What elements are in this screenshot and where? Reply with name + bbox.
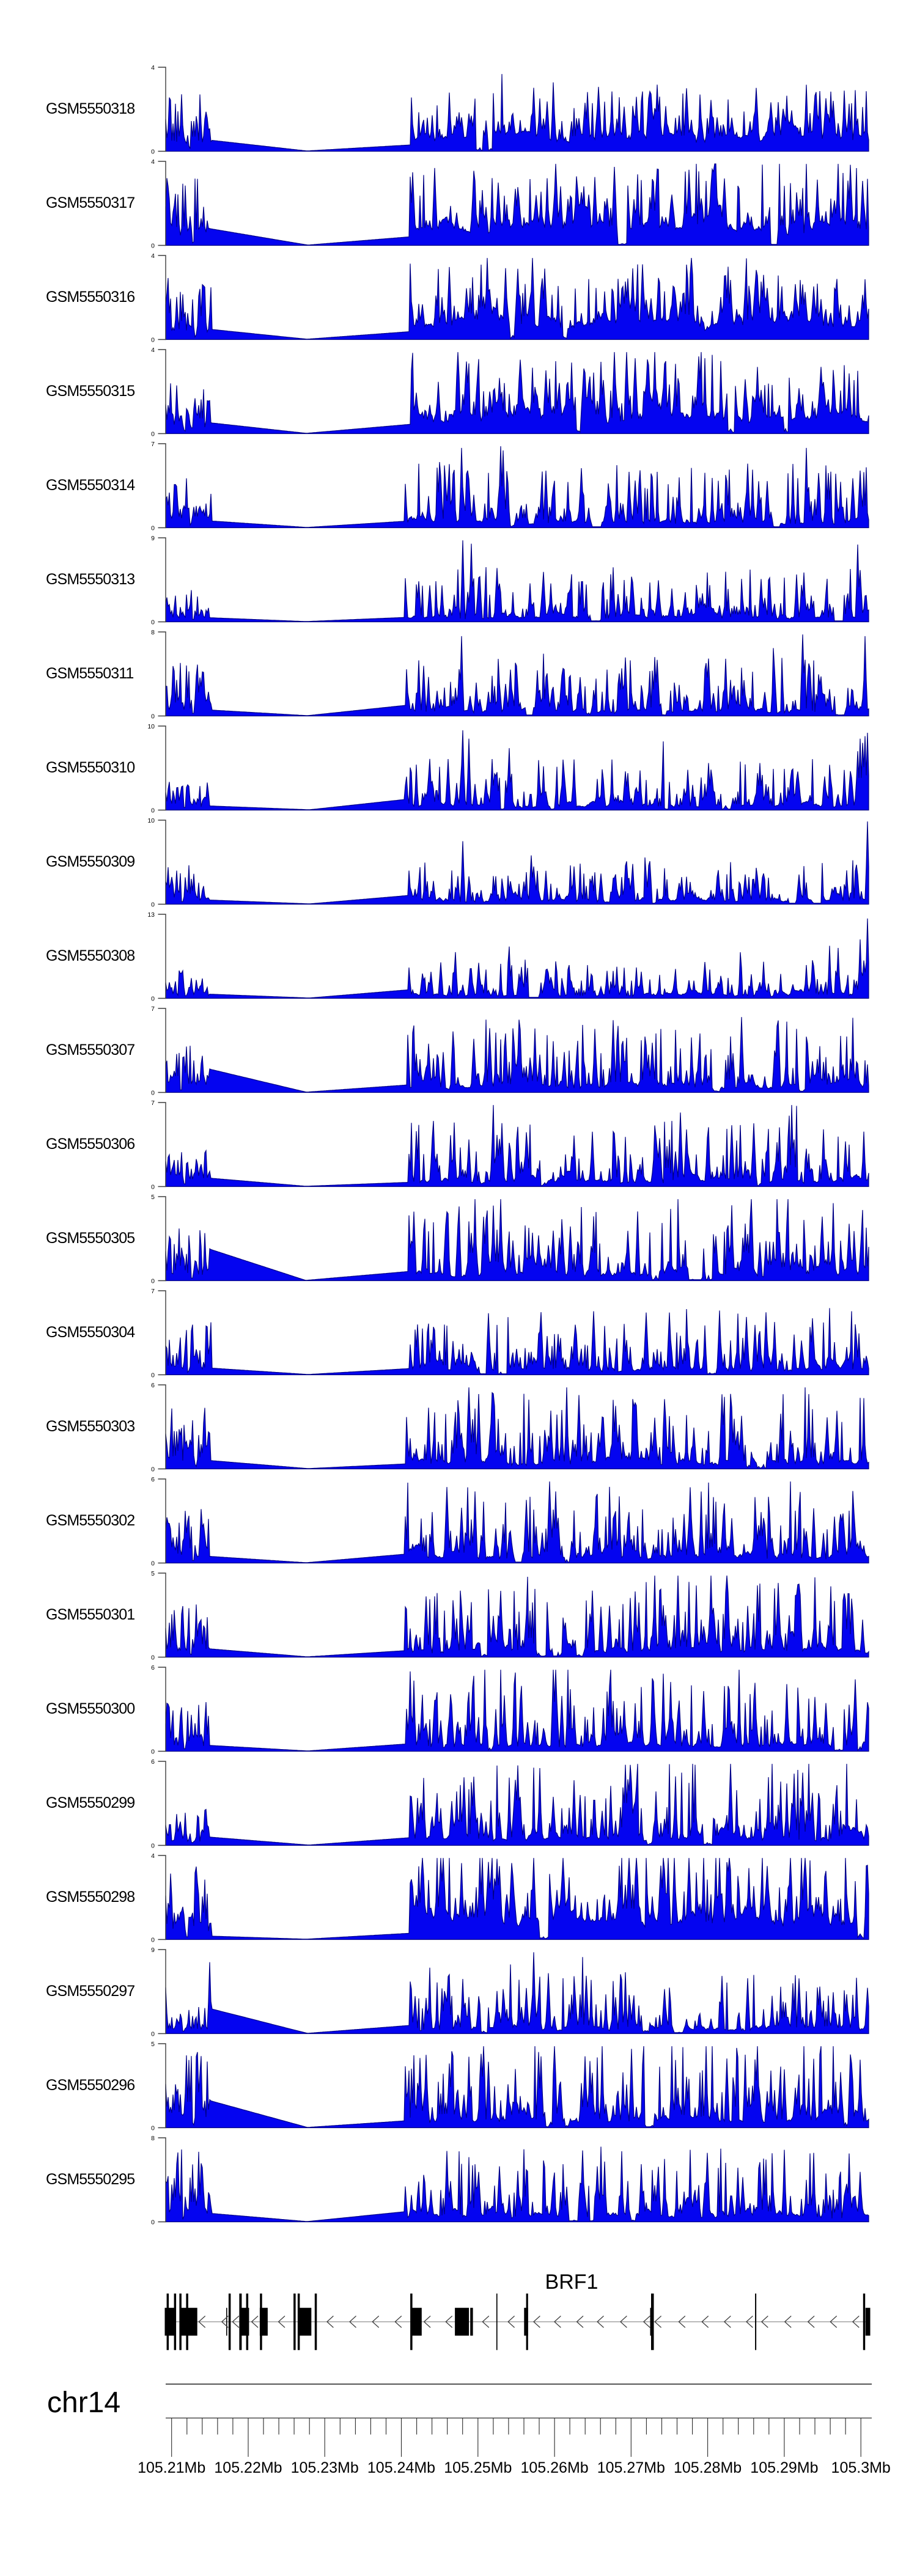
svg-text:GSM5550315: GSM5550315 — [46, 383, 134, 400]
svg-text:0: 0 — [151, 1560, 155, 1567]
svg-text:0: 0 — [151, 2124, 155, 2132]
svg-text:6: 6 — [151, 1476, 155, 1483]
svg-text:GSM5550299: GSM5550299 — [46, 1794, 134, 1811]
svg-text:0: 0 — [151, 1277, 155, 1285]
svg-text:0: 0 — [151, 148, 155, 155]
svg-text:BRF1: BRF1 — [545, 2270, 598, 2294]
svg-text:4: 4 — [151, 1852, 155, 1860]
svg-text:105.23Mb: 105.23Mb — [291, 2459, 359, 2476]
svg-text:GSM5550298: GSM5550298 — [46, 1888, 134, 1906]
svg-text:0: 0 — [151, 1936, 155, 1943]
svg-text:GSM5550313: GSM5550313 — [46, 571, 134, 588]
svg-text:0: 0 — [151, 2030, 155, 2038]
svg-text:GSM5550318: GSM5550318 — [46, 100, 134, 117]
svg-text:0: 0 — [151, 618, 155, 626]
svg-text:GSM5550306: GSM5550306 — [46, 1136, 134, 1153]
svg-text:GSM5550309: GSM5550309 — [46, 853, 134, 870]
svg-text:9: 9 — [151, 535, 155, 542]
svg-text:GSM5550317: GSM5550317 — [46, 194, 134, 211]
svg-text:0: 0 — [151, 242, 155, 249]
svg-text:0: 0 — [151, 524, 155, 532]
svg-text:105.22Mb: 105.22Mb — [214, 2459, 282, 2476]
svg-text:8: 8 — [151, 629, 155, 636]
svg-text:4: 4 — [151, 158, 155, 166]
svg-text:105.24Mb: 105.24Mb — [367, 2459, 435, 2476]
svg-text:GSM5550301: GSM5550301 — [46, 1606, 134, 1623]
svg-text:105.29Mb: 105.29Mb — [750, 2459, 818, 2476]
svg-text:0: 0 — [151, 1371, 155, 1379]
svg-text:0: 0 — [151, 807, 155, 814]
svg-text:13: 13 — [147, 911, 155, 919]
svg-text:GSM5550303: GSM5550303 — [46, 1418, 134, 1435]
svg-text:GSM5550308: GSM5550308 — [46, 947, 134, 964]
svg-text:4: 4 — [151, 64, 155, 72]
svg-text:0: 0 — [151, 1089, 155, 1096]
svg-text:GSM5550311: GSM5550311 — [46, 665, 133, 682]
svg-text:105.21Mb: 105.21Mb — [138, 2459, 205, 2476]
svg-text:0: 0 — [151, 713, 155, 720]
svg-text:8: 8 — [151, 2135, 155, 2142]
svg-text:9: 9 — [151, 1947, 155, 1954]
svg-text:7: 7 — [151, 1005, 155, 1013]
svg-text:0: 0 — [151, 995, 155, 1002]
svg-text:7: 7 — [151, 1099, 155, 1107]
svg-text:chr14: chr14 — [47, 2387, 120, 2419]
svg-text:GSM5550297: GSM5550297 — [46, 1983, 134, 2000]
svg-text:GSM5550302: GSM5550302 — [46, 1512, 134, 1529]
svg-text:0: 0 — [151, 1654, 155, 1661]
svg-text:5: 5 — [151, 1570, 155, 1577]
svg-text:GSM5550316: GSM5550316 — [46, 288, 134, 306]
svg-text:GSM5550310: GSM5550310 — [46, 759, 134, 776]
svg-text:0: 0 — [151, 901, 155, 908]
svg-text:0: 0 — [151, 1466, 155, 1473]
svg-text:5: 5 — [151, 1194, 155, 1201]
svg-text:GSM5550314: GSM5550314 — [46, 477, 135, 494]
svg-text:GSM5550296: GSM5550296 — [46, 2077, 134, 2094]
svg-text:0: 0 — [151, 1183, 155, 1191]
svg-text:0: 0 — [151, 1842, 155, 1849]
svg-text:6: 6 — [151, 1664, 155, 1671]
svg-text:GSM5550300: GSM5550300 — [46, 1700, 134, 1717]
svg-text:0: 0 — [151, 1748, 155, 1755]
svg-text:105.25Mb: 105.25Mb — [444, 2459, 512, 2476]
svg-text:105.26Mb: 105.26Mb — [520, 2459, 588, 2476]
svg-text:0: 0 — [151, 430, 155, 438]
svg-text:10: 10 — [147, 817, 155, 824]
svg-text:5: 5 — [151, 2041, 155, 2048]
svg-text:105.28Mb: 105.28Mb — [674, 2459, 742, 2476]
svg-text:6: 6 — [151, 1382, 155, 1389]
svg-text:4: 4 — [151, 347, 155, 354]
svg-text:GSM5550295: GSM5550295 — [46, 2171, 134, 2188]
svg-text:0: 0 — [151, 2218, 155, 2226]
svg-text:4: 4 — [151, 252, 155, 260]
svg-text:7: 7 — [151, 441, 155, 448]
svg-text:105.27Mb: 105.27Mb — [597, 2459, 665, 2476]
svg-text:6: 6 — [151, 1758, 155, 1766]
svg-text:GSM5550307: GSM5550307 — [46, 1041, 134, 1059]
svg-text:7: 7 — [151, 1288, 155, 1295]
svg-text:0: 0 — [151, 336, 155, 343]
svg-text:GSM5550304: GSM5550304 — [46, 1324, 135, 1341]
svg-text:GSM5550305: GSM5550305 — [46, 1230, 134, 1247]
svg-text:10: 10 — [147, 723, 155, 730]
svg-text:105.3Mb: 105.3Mb — [831, 2459, 891, 2476]
